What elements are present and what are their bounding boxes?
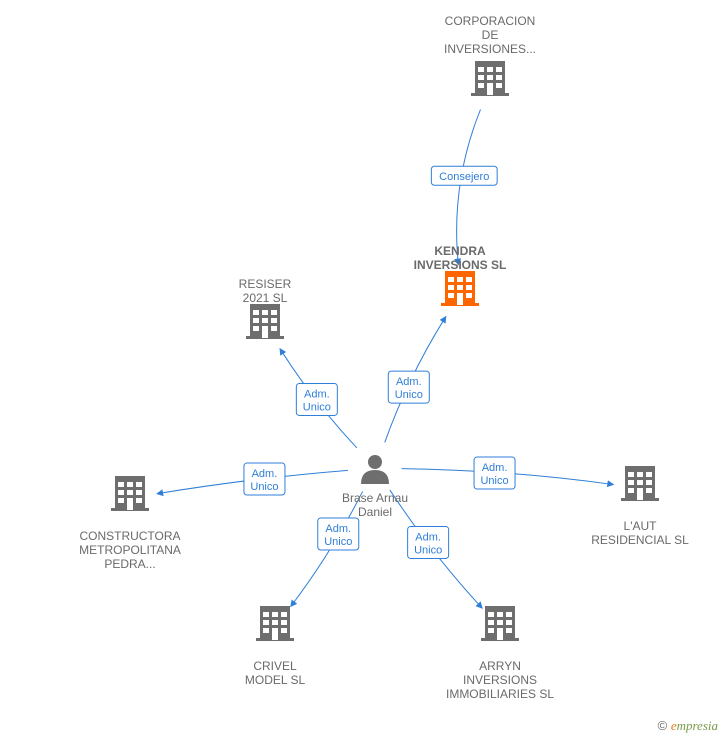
node-label: 2021 SL bbox=[243, 291, 288, 305]
edge-label-text: Adm. bbox=[252, 468, 278, 480]
edge-label-text: Unico bbox=[303, 401, 331, 413]
edge-label-text: Unico bbox=[324, 536, 352, 548]
node-label: CORPORACION bbox=[445, 14, 536, 28]
company-node: RESISER2021 SL bbox=[239, 277, 292, 339]
edge-label-text: Unico bbox=[395, 389, 423, 401]
edge-label-text: Adm. bbox=[482, 462, 508, 474]
node-label: Daniel bbox=[358, 505, 392, 519]
edge-label-text: Adm. bbox=[325, 523, 351, 535]
person-node: Brase ArnauDaniel bbox=[342, 455, 408, 519]
building-icon bbox=[441, 271, 479, 306]
brand-rest: mpresia bbox=[677, 718, 718, 733]
node-label: ARRYN bbox=[479, 659, 521, 673]
node-label: CONSTRUCTORA bbox=[79, 529, 180, 543]
copyright-symbol: © bbox=[658, 718, 668, 733]
node-label: MODEL SL bbox=[245, 673, 306, 687]
node-label: INVERSIONS bbox=[463, 673, 537, 687]
footer-credit: © empresia bbox=[658, 718, 718, 734]
building-icon bbox=[481, 606, 519, 641]
building-icon bbox=[256, 606, 294, 641]
node-label: PEDRA... bbox=[104, 557, 155, 571]
edge bbox=[457, 110, 481, 265]
node-label: DE bbox=[482, 28, 499, 42]
node-label: RESISER bbox=[239, 277, 292, 291]
company-node: CORPORACIONDEINVERSIONES... bbox=[444, 14, 536, 96]
company-node: CRIVELMODEL SL bbox=[245, 606, 306, 687]
network-diagram: Brase ArnauDaniel CORPORACIONDEINVERSIONE… bbox=[0, 0, 728, 740]
node-label: RESIDENCIAL SL bbox=[591, 533, 689, 547]
company-node: ARRYNINVERSIONSIMMOBILIARIES SL bbox=[446, 606, 554, 701]
edge-label-text: Adm. bbox=[415, 531, 441, 543]
edge-label-text: Unico bbox=[480, 475, 508, 487]
node-label: INVERSIONES... bbox=[444, 42, 536, 56]
building-icon bbox=[471, 61, 509, 96]
company-node: KENDRAINVERSIONS SL bbox=[414, 244, 507, 306]
node-label: L'AUT bbox=[624, 519, 658, 533]
company-node: L'AUTRESIDENCIAL SL bbox=[591, 466, 689, 547]
node-label: Brase Arnau bbox=[342, 491, 408, 505]
node-label: METROPOLITANA bbox=[79, 543, 181, 557]
building-icon bbox=[111, 476, 149, 511]
node-label: INVERSIONS SL bbox=[414, 258, 507, 272]
edge-label-text: Unico bbox=[250, 481, 278, 493]
edge-label-text: Adm. bbox=[304, 388, 330, 400]
node-label: CRIVEL bbox=[253, 659, 297, 673]
person-icon bbox=[361, 455, 389, 484]
building-icon bbox=[246, 304, 284, 339]
node-label: IMMOBILIARIES SL bbox=[446, 687, 554, 701]
company-node: CONSTRUCTORAMETROPOLITANAPEDRA... bbox=[79, 476, 181, 571]
edge-label-text: Adm. bbox=[396, 376, 422, 388]
building-icon bbox=[621, 466, 659, 501]
node-label: KENDRA bbox=[434, 244, 486, 258]
edge-label-text: Consejero bbox=[439, 171, 489, 183]
edge-label-text: Unico bbox=[414, 544, 442, 556]
